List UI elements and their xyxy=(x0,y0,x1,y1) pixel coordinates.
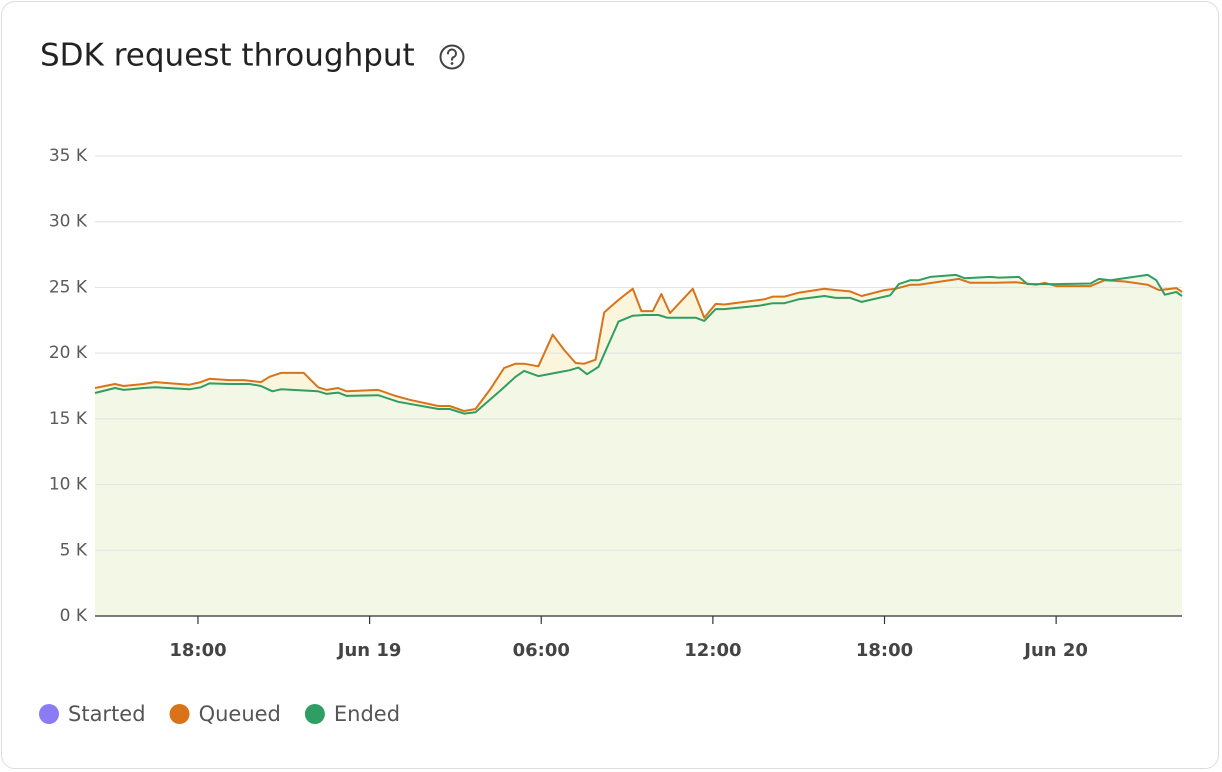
y-tick-label: 30 K xyxy=(49,212,88,232)
lines xyxy=(94,273,1183,415)
y-tick-label: 35 K xyxy=(49,146,88,166)
x-tick-label: 06:00 xyxy=(513,640,570,661)
legend-swatch xyxy=(169,704,190,724)
x-tick-label: Jun 19 xyxy=(336,640,402,661)
series-line xyxy=(94,277,1183,412)
legend-swatch xyxy=(39,704,59,724)
y-tick-label: 25 K xyxy=(49,277,88,297)
chart-title: SDK request throughput xyxy=(40,38,415,74)
x-tick-label: 18:00 xyxy=(169,640,226,661)
x-tick-label: 12:00 xyxy=(684,640,741,661)
help-circle xyxy=(439,44,465,70)
legend: Started Queued Ended xyxy=(39,702,400,726)
areas xyxy=(95,274,1182,616)
area xyxy=(95,274,1182,616)
legend-label: Ended xyxy=(334,702,400,726)
y-tick-label: 10 K xyxy=(49,475,88,495)
legend-swatch xyxy=(304,704,325,724)
axes: 0 K 5 K 10 K 15 K 20 K 25 K 30 K 35 K 18:00 Jun 1… xyxy=(49,146,1182,661)
y-tick-label: 20 K xyxy=(49,343,88,363)
help-mark xyxy=(447,48,457,61)
y-tick-label: 5 K xyxy=(60,540,88,560)
help-dot xyxy=(450,62,454,65)
legend-label: Queued xyxy=(199,702,281,726)
y-tick-label: 15 K xyxy=(49,409,88,429)
y-tick-label: 0 K xyxy=(60,606,88,626)
help-icon[interactable] xyxy=(439,44,465,70)
legend-label: Started xyxy=(68,702,146,726)
x-tick-label: Jun 20 xyxy=(1022,640,1088,661)
x-tick-label: 18:00 xyxy=(856,640,913,661)
series-line xyxy=(94,273,1183,415)
